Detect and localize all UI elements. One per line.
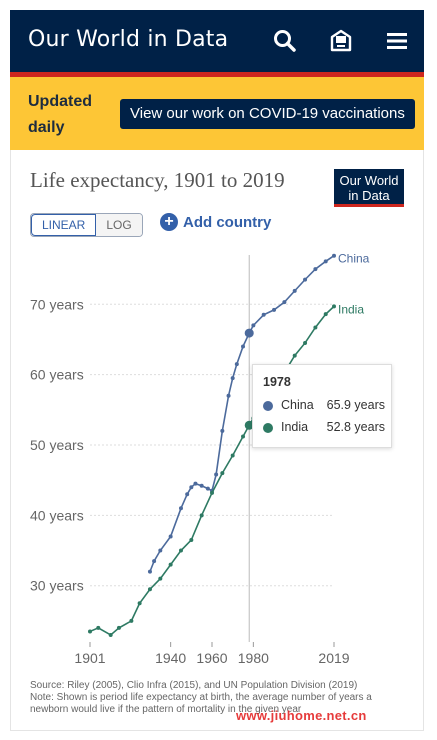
note-line: Note: Shown is period life expectancy at… [30,692,372,715]
chart-source-note: Source: Riley (2005), Clio Infra (2015),… [30,680,410,716]
x-tick-label: 1940 [155,650,186,666]
data-point-india [332,304,336,309]
series-label-india: India [338,302,364,316]
data-point-india [292,353,297,358]
data-point-india [129,618,134,623]
x-tick-label: 1960 [196,650,227,666]
data-point-india [147,587,152,592]
add-country-label: Add country [183,213,272,231]
data-point-china [185,492,190,497]
data-point-china [178,506,183,511]
life-expectancy-line-chart[interactable]: 30 years 40 years 50 years 60 years 70 years… [0,240,437,670]
data-point-china [261,312,266,317]
newsletter-icon[interactable] [328,28,354,54]
owid-badge[interactable]: Our World in Data [334,169,404,207]
data-point-china [214,472,219,477]
data-point-india [199,513,204,518]
x-tick-label: 2019 [318,650,349,666]
data-point-india [108,632,113,637]
series-line-india [89,305,335,636]
x-tick-label: 1980 [238,650,269,666]
data-point-india [210,490,214,495]
y-tick-label: 50 years [30,437,84,453]
data-point-china [205,486,210,491]
data-point-china [220,428,225,433]
covid-vaccinations-button[interactable]: View our work on COVID-19 vaccinations [120,99,415,129]
log-scale-button[interactable]: LOG [96,214,142,236]
site-logo[interactable]: Our World in Data [28,27,229,52]
data-point-china [226,393,231,398]
tooltip-value: 65.9 years [326,398,385,412]
india-color-dot [263,423,273,433]
y-tick-label: 40 years [30,507,84,523]
tooltip-value: 52.8 years [326,420,385,434]
header-accent-line [10,72,424,77]
tooltip-country-name: China [281,398,314,412]
x-tick-label: 1901 [74,650,105,666]
data-point-china [313,267,318,272]
china-color-dot [263,401,273,411]
data-point-india [168,562,173,567]
search-icon[interactable] [272,28,298,54]
data-point-china [332,253,336,258]
hover-tooltip: 1978 China 65.9 years India 52.8 years [252,364,392,448]
data-point-india [189,537,194,542]
linear-scale-button[interactable]: LINEAR [31,214,97,236]
watermark-text: www.jiuhome.net.cn [236,708,367,723]
data-point-china [230,376,235,381]
tooltip-row-india: India 52.8 years [263,420,385,436]
scale-toggle: LINEAR LOG [30,213,143,237]
source-line: Source: Riley (2005), Clio Infra (2015),… [30,680,358,691]
banner-status: Updated daily [28,93,92,136]
data-point-china [168,534,173,539]
data-point-china [292,288,297,293]
data-point-china [234,362,239,367]
data-point-india [303,340,308,345]
tooltip-country-name: India [281,420,309,434]
y-tick-label: 60 years [30,367,84,383]
announcement-banner: Updated daily View our work on COVID-19 … [10,77,424,150]
data-point-india [220,471,225,476]
data-point-india [137,601,142,606]
data-point-china [189,485,194,490]
data-point-china [152,559,157,564]
data-point-india [323,312,328,317]
plus-circle-icon: + [160,213,178,231]
data-point-india [241,434,246,439]
site-header: Our World in Data [10,10,424,77]
tooltip-row-china: China 65.9 years [263,398,385,414]
highlight-point-india [244,420,254,430]
hamburger-menu-icon[interactable] [384,28,410,54]
data-point-china [282,300,287,305]
data-point-india [230,453,235,458]
data-point-china [323,259,328,264]
data-point-china [303,277,308,282]
y-tick-label: 70 years [30,296,84,312]
data-point-china [199,483,204,488]
data-point-india [178,548,183,553]
series-label-china: China [338,252,370,266]
data-point-china [147,569,152,574]
data-point-india [158,576,163,581]
data-point-china [272,307,277,312]
data-point-china [193,481,198,486]
highlight-point-china [244,328,254,338]
y-tick-label: 30 years [30,578,84,594]
add-country-button[interactable]: + Add country [160,213,271,231]
tooltip-year: 1978 [263,375,291,389]
data-point-india [88,629,92,634]
data-point-india [313,325,318,330]
data-point-china [158,548,163,553]
data-point-india [96,625,101,630]
data-point-china [241,344,246,349]
data-point-india [116,625,121,630]
data-point-china [251,323,256,328]
chart-title: Life expectancy, 1901 to 2019 [30,168,285,192]
